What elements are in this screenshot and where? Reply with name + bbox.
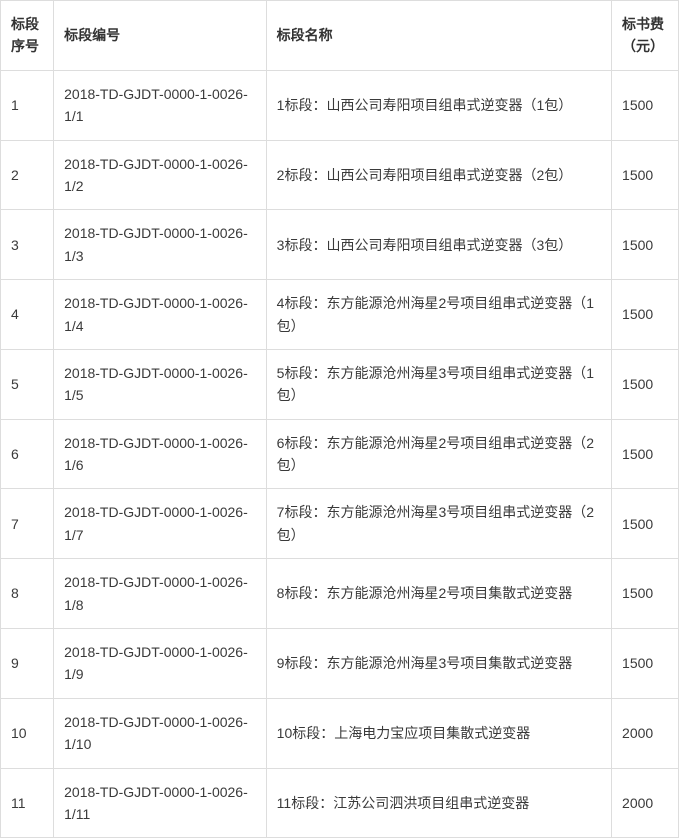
cell-seq: 10 bbox=[1, 698, 54, 768]
table-row: 4 2018-TD-GJDT-0000-1-0026-1/4 4标段：东方能源沧… bbox=[1, 280, 679, 350]
cell-name: 6标段：东方能源沧州海星2号项目组串式逆变器（2包） bbox=[266, 419, 611, 489]
cell-name: 1标段：山西公司寿阳项目组串式逆变器（1包） bbox=[266, 70, 611, 140]
cell-fee: 1500 bbox=[612, 140, 679, 210]
cell-seq: 8 bbox=[1, 559, 54, 629]
table-row: 7 2018-TD-GJDT-0000-1-0026-1/7 7标段：东方能源沧… bbox=[1, 489, 679, 559]
table-header-row: 标段序号 标段编号 标段名称 标书费（元） bbox=[1, 1, 679, 71]
table-row: 5 2018-TD-GJDT-0000-1-0026-1/5 5标段：东方能源沧… bbox=[1, 349, 679, 419]
cell-name: 8标段：东方能源沧州海星2号项目集散式逆变器 bbox=[266, 559, 611, 629]
table-row: 3 2018-TD-GJDT-0000-1-0026-1/3 3标段：山西公司寿… bbox=[1, 210, 679, 280]
cell-seq: 11 bbox=[1, 768, 54, 838]
cell-fee: 2000 bbox=[612, 698, 679, 768]
cell-code: 2018-TD-GJDT-0000-1-0026-1/1 bbox=[54, 70, 267, 140]
table-row: 10 2018-TD-GJDT-0000-1-0026-1/10 10标段：上海… bbox=[1, 698, 679, 768]
table-row: 1 2018-TD-GJDT-0000-1-0026-1/1 1标段：山西公司寿… bbox=[1, 70, 679, 140]
table-row: 2 2018-TD-GJDT-0000-1-0026-1/2 2标段：山西公司寿… bbox=[1, 140, 679, 210]
cell-name: 10标段：上海电力宝应项目集散式逆变器 bbox=[266, 698, 611, 768]
table-row: 8 2018-TD-GJDT-0000-1-0026-1/8 8标段：东方能源沧… bbox=[1, 559, 679, 629]
table-row: 11 2018-TD-GJDT-0000-1-0026-1/11 11标段：江苏… bbox=[1, 768, 679, 838]
cell-name: 9标段：东方能源沧州海星3号项目集散式逆变器 bbox=[266, 629, 611, 699]
cell-seq: 3 bbox=[1, 210, 54, 280]
cell-seq: 2 bbox=[1, 140, 54, 210]
cell-fee: 2000 bbox=[612, 768, 679, 838]
cell-name: 5标段：东方能源沧州海星3号项目组串式逆变器（1包） bbox=[266, 349, 611, 419]
col-header-code: 标段编号 bbox=[54, 1, 267, 71]
table-row: 6 2018-TD-GJDT-0000-1-0026-1/6 6标段：东方能源沧… bbox=[1, 419, 679, 489]
cell-code: 2018-TD-GJDT-0000-1-0026-1/9 bbox=[54, 629, 267, 699]
cell-code: 2018-TD-GJDT-0000-1-0026-1/4 bbox=[54, 280, 267, 350]
cell-code: 2018-TD-GJDT-0000-1-0026-1/6 bbox=[54, 419, 267, 489]
col-header-seq: 标段序号 bbox=[1, 1, 54, 71]
cell-code: 2018-TD-GJDT-0000-1-0026-1/10 bbox=[54, 698, 267, 768]
cell-seq: 5 bbox=[1, 349, 54, 419]
cell-seq: 6 bbox=[1, 419, 54, 489]
cell-seq: 1 bbox=[1, 70, 54, 140]
cell-fee: 1500 bbox=[612, 559, 679, 629]
cell-fee: 1500 bbox=[612, 280, 679, 350]
cell-name: 4标段：东方能源沧州海星2号项目组串式逆变器（1包） bbox=[266, 280, 611, 350]
cell-code: 2018-TD-GJDT-0000-1-0026-1/3 bbox=[54, 210, 267, 280]
cell-fee: 1500 bbox=[612, 419, 679, 489]
cell-fee: 1500 bbox=[612, 210, 679, 280]
cell-name: 3标段：山西公司寿阳项目组串式逆变器（3包） bbox=[266, 210, 611, 280]
cell-code: 2018-TD-GJDT-0000-1-0026-1/8 bbox=[54, 559, 267, 629]
cell-code: 2018-TD-GJDT-0000-1-0026-1/11 bbox=[54, 768, 267, 838]
cell-fee: 1500 bbox=[612, 629, 679, 699]
cell-name: 11标段：江苏公司泗洪项目组串式逆变器 bbox=[266, 768, 611, 838]
cell-fee: 1500 bbox=[612, 349, 679, 419]
cell-seq: 7 bbox=[1, 489, 54, 559]
table-row: 9 2018-TD-GJDT-0000-1-0026-1/9 9标段：东方能源沧… bbox=[1, 629, 679, 699]
col-header-fee: 标书费（元） bbox=[612, 1, 679, 71]
cell-code: 2018-TD-GJDT-0000-1-0026-1/7 bbox=[54, 489, 267, 559]
cell-fee: 1500 bbox=[612, 70, 679, 140]
cell-seq: 9 bbox=[1, 629, 54, 699]
cell-seq: 4 bbox=[1, 280, 54, 350]
cell-code: 2018-TD-GJDT-0000-1-0026-1/2 bbox=[54, 140, 267, 210]
cell-code: 2018-TD-GJDT-0000-1-0026-1/5 bbox=[54, 349, 267, 419]
cell-fee: 1500 bbox=[612, 489, 679, 559]
col-header-name: 标段名称 bbox=[266, 1, 611, 71]
cell-name: 7标段：东方能源沧州海星3号项目组串式逆变器（2包） bbox=[266, 489, 611, 559]
cell-name: 2标段：山西公司寿阳项目组串式逆变器（2包） bbox=[266, 140, 611, 210]
bid-sections-table: 标段序号 标段编号 标段名称 标书费（元） 1 2018-TD-GJDT-000… bbox=[0, 0, 679, 838]
